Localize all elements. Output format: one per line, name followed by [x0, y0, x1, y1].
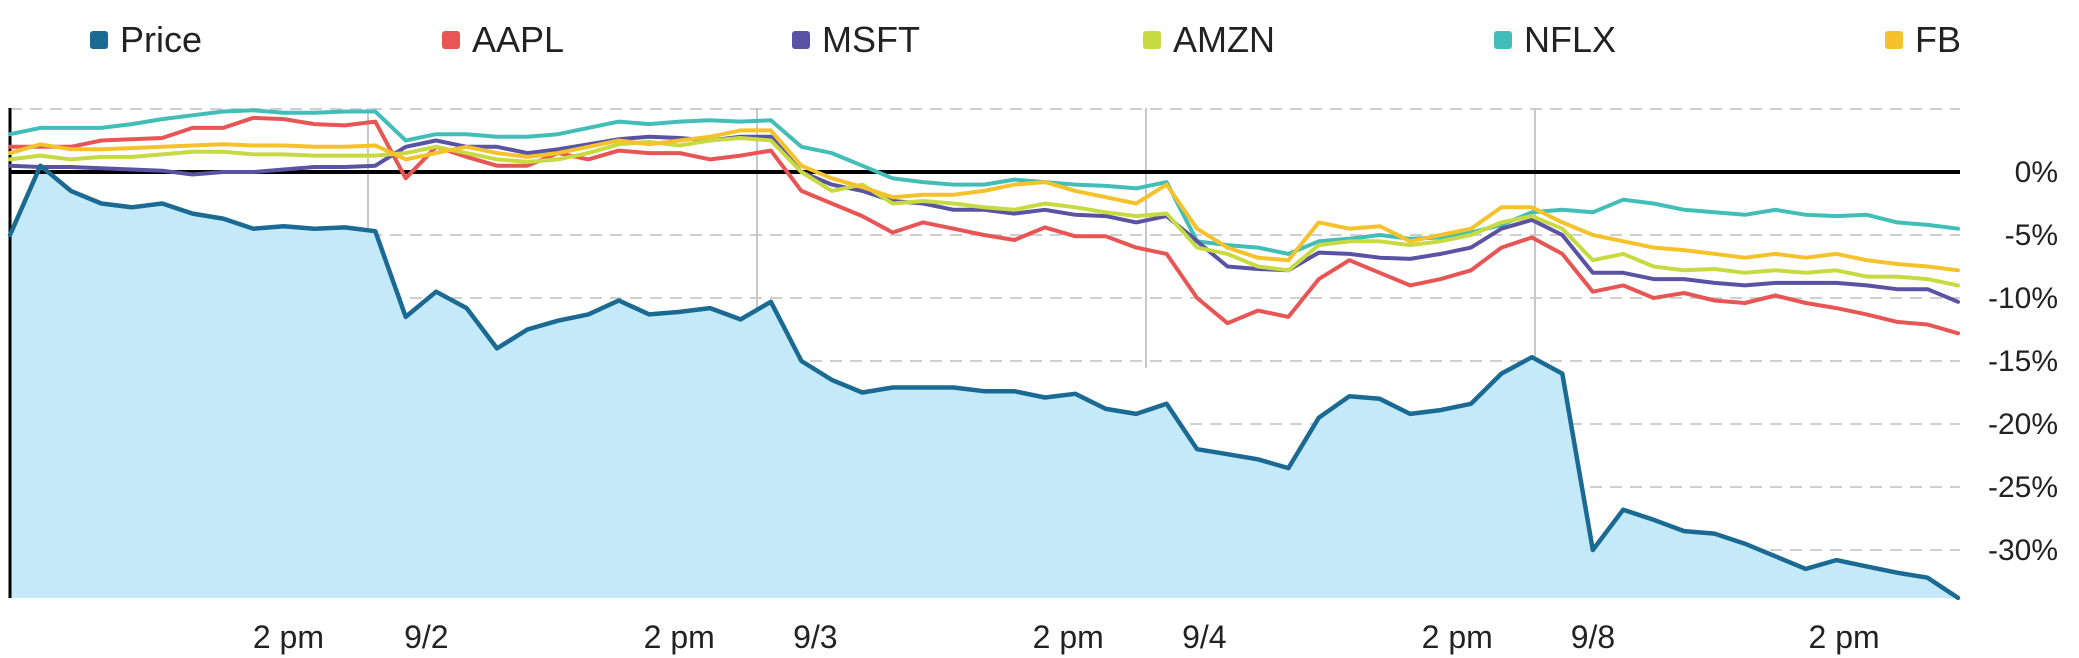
y-tick-labels: 0% -5% -10% -15% -20% -25% -30% [1988, 156, 2058, 567]
legend-item-amzn[interactable]: AMZN [1143, 18, 1275, 62]
x-tick-label: 9/2 [404, 619, 448, 655]
y-tick-label: -5% [2005, 219, 2058, 252]
x-tick-label: 2 pm [1033, 619, 1104, 655]
x-tick-label: 2 pm [1809, 619, 1880, 655]
y-tick-label: -20% [1988, 408, 2058, 441]
series-line-fb [8, 128, 1960, 273]
legend-swatch [792, 31, 810, 49]
series-line-amzn [8, 136, 1960, 288]
legend: Price AAPL MSFT AMZN NFLX FB [0, 0, 2079, 80]
legend-label: NFLX [1524, 19, 1617, 60]
legend-swatch [1494, 31, 1512, 49]
legend-item-nflx[interactable]: NFLX [1494, 18, 1616, 62]
legend-swatch [1885, 31, 1903, 49]
y-tick-label: -15% [1988, 345, 2058, 378]
y-tick-label: -25% [1988, 471, 2058, 504]
series-line-nflx [8, 108, 1960, 256]
x-tick-label: 2 pm [1422, 619, 1493, 655]
x-tick-label: 2 pm [253, 619, 324, 655]
series-line-aapl [8, 115, 1960, 336]
legend-swatch [1143, 31, 1161, 49]
legend-item-aapl[interactable]: AAPL [442, 18, 564, 62]
legend-label: AMZN [1173, 19, 1275, 60]
series-line-msft [8, 134, 1960, 304]
legend-swatch [90, 31, 108, 49]
legend-swatch [442, 31, 460, 49]
legend-item-msft[interactable]: MSFT [792, 18, 920, 62]
y-tick-label: -10% [1988, 282, 2058, 315]
y-tick-label: 0% [2015, 156, 2058, 189]
x-tick-label: 2 pm [644, 619, 715, 655]
legend-label: Price [120, 19, 203, 60]
legend-item-price[interactable]: Price [90, 18, 202, 62]
y-tick-label: -30% [1988, 534, 2058, 567]
legend-label: MSFT [822, 19, 920, 60]
x-tick-labels: 2 pm 9/2 2 pm 9/3 2 pm 9/4 2 pm 9/8 2 pm [253, 619, 1880, 655]
price-area [10, 165, 1958, 598]
legend-item-fb[interactable]: FB [1885, 18, 1961, 62]
legend-label: AAPL [472, 19, 565, 60]
x-tick-label: 9/4 [1182, 619, 1226, 655]
x-tick-label: 9/3 [793, 619, 837, 655]
legend-label: FB [1915, 19, 1962, 60]
x-tick-label: 9/8 [1571, 619, 1615, 655]
series-line-price [7, 163, 1961, 601]
